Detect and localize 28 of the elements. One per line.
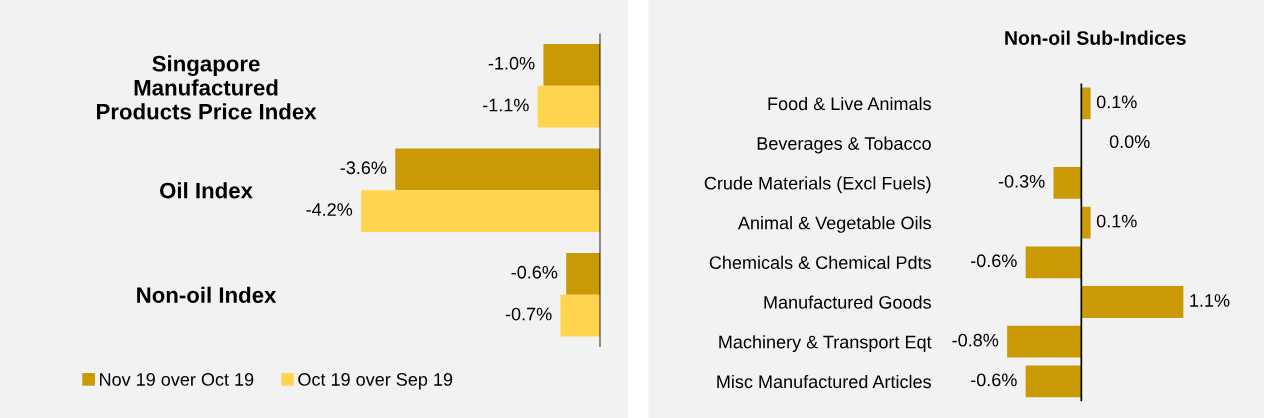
y-tick-label: Misc Manufactured Articles — [717, 374, 931, 389]
data-label: 0.1% — [1096, 214, 1137, 228]
data-label: -0.6% — [971, 254, 1017, 268]
y-tick-label: Machinery & Transport Eqt — [719, 335, 932, 352]
data-label: 0.0% — [1109, 135, 1150, 149]
y-tick-label: Non-oil Index — [137, 286, 277, 303]
chart-title: Non-oil Sub-Indices — [1005, 30, 1186, 45]
data-label: -4.2% — [306, 203, 353, 216]
data-label: -0.8% — [952, 333, 999, 347]
legend-label: Oct 19 over Sep 19 — [298, 373, 453, 390]
data-label: 0.1% — [1096, 95, 1137, 109]
data-label: -3.6% — [340, 161, 387, 175]
data-label: -0.6% — [971, 373, 1017, 387]
y-tick-label: Singapore Manufactured Products Price Index — [96, 55, 317, 120]
data-label: -0.7% — [505, 307, 552, 321]
y-tick-label: Crude Materials (Excl Fuels) — [704, 176, 931, 194]
data-label: 1.1% — [1190, 294, 1230, 307]
data-label: -1.1% — [483, 98, 529, 112]
y-tick-label: Food & Live Animals — [768, 96, 931, 111]
y-tick-label: Animal & Vegetable Oils — [737, 216, 931, 233]
y-tick-label: Beverages & Tobacco — [757, 136, 931, 154]
y-tick-label: Chemicals & Chemical Pdts — [709, 255, 931, 270]
data-label: -0.3% — [998, 174, 1045, 188]
legend-label: Nov 19 over Oct 19 — [100, 373, 254, 386]
y-tick-label: Manufactured Goods — [764, 295, 931, 309]
data-label: -0.6% — [511, 265, 558, 279]
data-label: -1.0% — [488, 56, 535, 70]
y-tick-label: Oil Index — [160, 182, 253, 199]
